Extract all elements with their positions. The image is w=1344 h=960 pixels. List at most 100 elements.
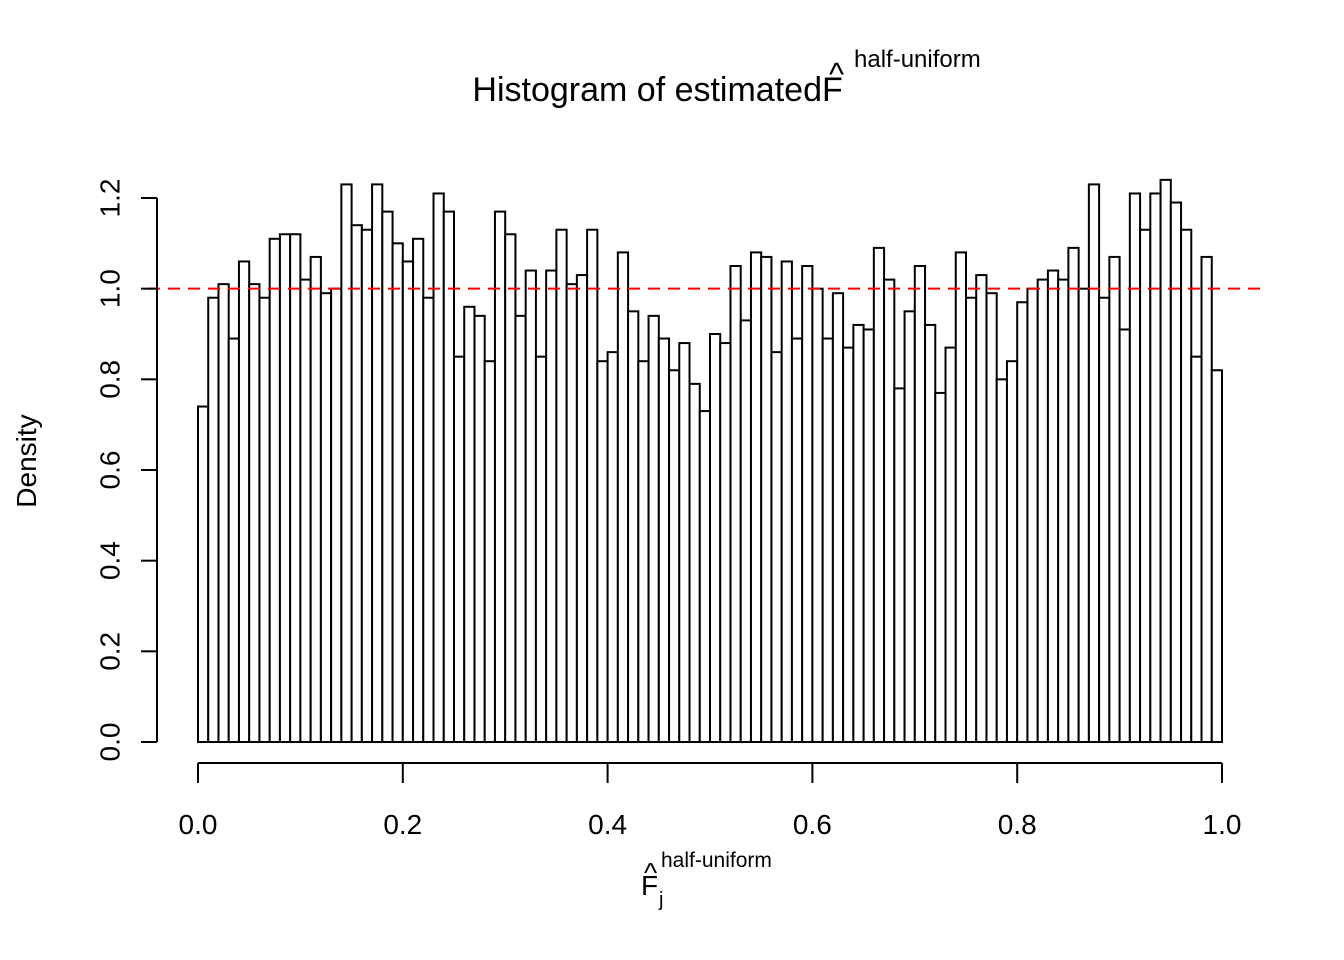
y-axis-tick-label: 1.2 [95, 179, 126, 218]
chart-title-text: Histogram of estimated [472, 71, 822, 109]
histogram-bar [719, 342, 732, 743]
histogram-bar [237, 260, 251, 743]
chart-title-superscript: half-uniform [854, 46, 981, 73]
histogram-bar [268, 237, 281, 744]
histogram-bar [913, 265, 927, 743]
histogram-bar [1128, 192, 1142, 743]
x-axis-tick-label: 0.8 [998, 809, 1037, 840]
histogram-bar [278, 233, 292, 743]
histogram-bar [565, 283, 578, 743]
histogram-bar [197, 405, 210, 743]
x-axis-tick-label: 0.0 [179, 809, 218, 840]
histogram-bar [555, 228, 568, 743]
y-axis-label: Density [11, 414, 42, 507]
histogram-bar [360, 228, 374, 743]
x-axis-tick-label: 0.2 [383, 809, 422, 840]
histogram-bar [954, 251, 968, 743]
histogram-bar [453, 355, 466, 743]
histogram-bar [1036, 278, 1049, 743]
histogram-bar [309, 255, 322, 743]
histogram-bar [760, 255, 773, 743]
x-axis-tick-label: 0.6 [793, 809, 832, 840]
histogram-bar [872, 246, 886, 743]
y-axis-tick-label: 0.8 [95, 360, 126, 399]
histogram-bar [811, 287, 824, 743]
histogram-bar [1098, 296, 1111, 743]
y-axis-tick-label: 0.2 [95, 632, 126, 671]
histogram-bar [688, 382, 701, 743]
histogram-bar [1118, 328, 1131, 743]
histogram-bar [995, 378, 1008, 743]
histogram-bar [463, 305, 476, 743]
histogram-bar [1026, 287, 1039, 743]
histogram-bar [790, 337, 804, 743]
histogram-bar [944, 346, 957, 743]
histogram-bar [381, 210, 394, 744]
histogram-bar [575, 274, 589, 743]
histogram-bar [1169, 201, 1183, 744]
histogram-bar [1087, 183, 1101, 743]
histogram-bar [442, 210, 456, 744]
histogram-bar [1108, 255, 1121, 743]
y-axis-tick-label: 0.6 [95, 451, 126, 490]
histogram-bar [934, 391, 947, 743]
chart-title: Histogram of estimated F ^ half-uniform [472, 46, 980, 109]
histogram-bar [627, 310, 640, 743]
histogram-bar [903, 310, 916, 743]
histogram-bar [678, 342, 691, 743]
histogram-bar [852, 323, 865, 743]
histogram-bar [893, 387, 906, 743]
histogram-bar [289, 233, 302, 743]
chart-title-symbol: F [822, 71, 843, 109]
histogram-bar [596, 360, 609, 743]
histogram-bar [319, 292, 333, 743]
histogram-bar [1180, 228, 1193, 743]
histogram-bar [524, 269, 537, 743]
histogram-bar [770, 351, 783, 743]
histogram-bar [1057, 278, 1070, 743]
x-axis-label-symbol: F [641, 870, 658, 901]
histogram-bar [975, 274, 988, 743]
histogram-bar [340, 183, 353, 743]
histogram-bar [483, 360, 496, 743]
histogram-bar [637, 360, 650, 743]
histogram-bar [258, 296, 271, 743]
histogram-bar [668, 369, 681, 743]
x-axis: 0.0 0.2 0.4 0.6 0.8 1.0 [179, 762, 1242, 840]
histogram-bar [227, 337, 240, 743]
chart-title-hat: ^ [829, 56, 844, 92]
y-axis-tick-label: 0.4 [95, 541, 126, 580]
y-axis: 0.0 0.2 0.4 0.6 0.8 1.0 1.2 [95, 179, 158, 761]
histogram-bar [821, 337, 834, 743]
histogram-bar [739, 319, 752, 743]
histogram-bar [473, 314, 486, 743]
histogram-bar [1149, 192, 1162, 743]
histogram-bar [299, 278, 312, 743]
histogram-bars [197, 178, 1224, 744]
histogram-bar [616, 251, 630, 743]
histogram-bar [514, 314, 527, 743]
histogram-bar [371, 183, 384, 743]
histogram-bar [1046, 269, 1060, 743]
histogram-bar [217, 283, 230, 743]
histogram-bar [1067, 246, 1080, 743]
y-axis-tick-label: 1.0 [95, 269, 126, 308]
histogram-bar [1210, 369, 1224, 743]
histogram-bar [545, 269, 558, 743]
x-axis-label-superscript: half-uniform [661, 849, 772, 872]
histogram-bar [493, 210, 507, 744]
histogram-bar [657, 337, 671, 743]
histogram-bar [1190, 355, 1203, 743]
x-axis-tick-label: 0.4 [588, 809, 627, 840]
histogram-bar [801, 265, 814, 743]
x-axis-label-hat: ^ [644, 857, 657, 888]
x-axis-tick-label: 1.0 [1203, 809, 1242, 840]
histogram-bar [534, 355, 548, 743]
histogram-bar [985, 292, 998, 743]
histogram-bar [698, 410, 712, 743]
histogram-bar [965, 296, 978, 743]
histogram-bar [780, 260, 793, 743]
histogram-bar [207, 296, 220, 743]
histogram-bar [248, 283, 261, 743]
histogram-bar [862, 328, 875, 743]
